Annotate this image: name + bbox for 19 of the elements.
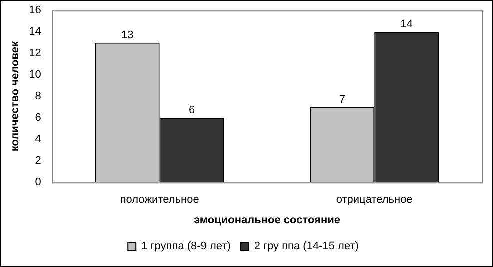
y-tick-label: 4	[35, 134, 42, 146]
legend-label: 2 гру ппа (14-15 лет)	[254, 240, 359, 253]
y-tick-label: 10	[29, 69, 42, 82]
y-tick-label: 14	[29, 26, 42, 38]
legend-label: 1 группа (8-9 лет)	[142, 240, 231, 253]
y-tick-label: 0	[35, 176, 42, 189]
data-label: 13	[121, 29, 134, 42]
data-label: 14	[400, 18, 413, 31]
x-axis-title: эмоциональное состояние	[194, 214, 340, 226]
y-tick-label: 12	[29, 48, 42, 60]
y-tick-label: 8	[35, 90, 42, 103]
y-tick-label: 2	[35, 155, 42, 168]
x-tick-label: положительное	[120, 194, 200, 206]
x-tick-label: отрицательное	[336, 194, 413, 206]
y-tick-label: 16	[29, 4, 42, 17]
y-tick-label: 6	[35, 112, 42, 124]
data-label: 6	[188, 104, 196, 117]
data-label: 7	[339, 94, 346, 106]
y-axis-title: количество человек	[10, 41, 22, 152]
